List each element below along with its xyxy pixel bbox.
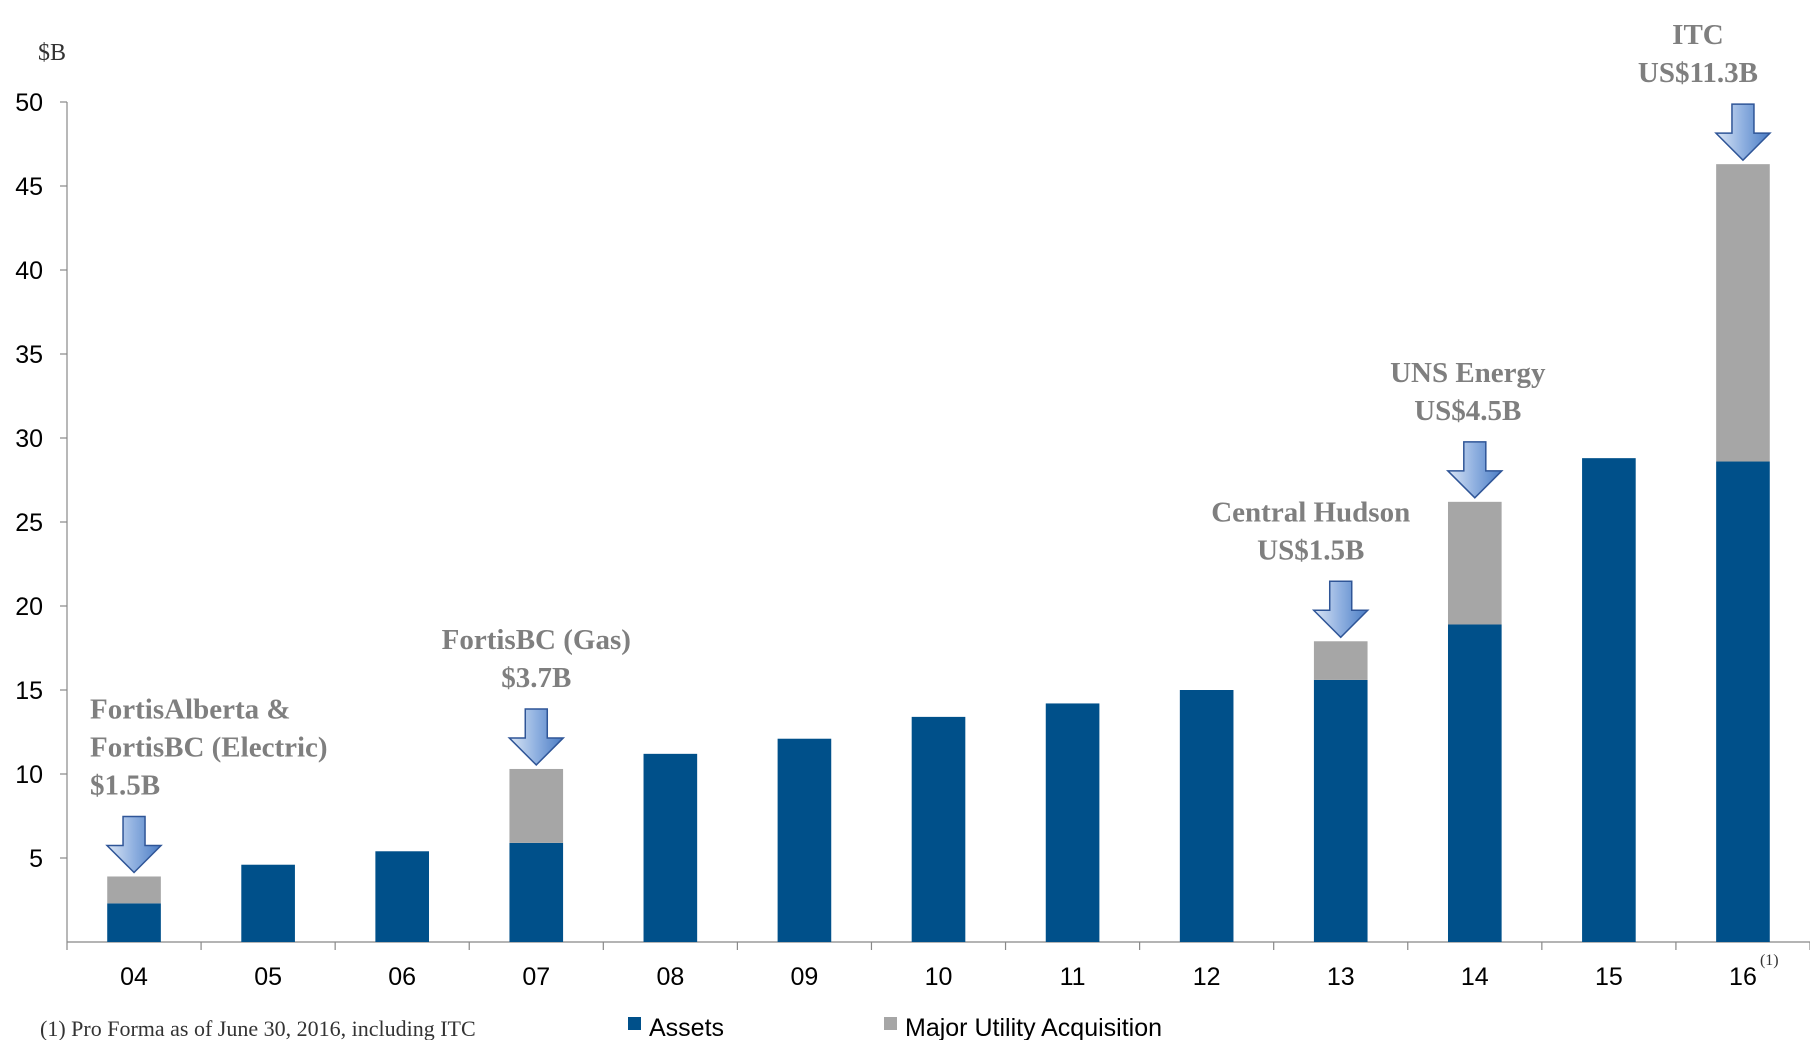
legend-label: Major Utility Acquisition xyxy=(905,1014,1162,1040)
annotation-text: FortisBC (Electric) xyxy=(90,731,328,763)
legend-swatch xyxy=(628,1017,641,1030)
bar-segment xyxy=(509,768,564,843)
footnote: (1) Pro Forma as of June 30, 2016, inclu… xyxy=(40,1016,476,1040)
annotation-text: $1.5B xyxy=(90,769,160,801)
y-tick-label: 35 xyxy=(15,341,43,369)
y-tick-label: 25 xyxy=(15,509,43,537)
x-tick-label: 04 xyxy=(120,963,148,991)
bar-segment xyxy=(1045,703,1100,942)
bar-segment xyxy=(1716,461,1770,942)
annotation-arrow xyxy=(507,708,566,767)
y-tick-label: 50 xyxy=(15,89,43,117)
x-tick-label: 14 xyxy=(1461,963,1489,991)
bar-segment xyxy=(375,851,430,942)
bar-segment xyxy=(1582,458,1636,942)
y-tick-label: 45 xyxy=(15,173,43,201)
x-tick-label: 15 xyxy=(1595,963,1623,991)
bar-segment xyxy=(777,738,832,942)
annotation-arrow xyxy=(1445,441,1504,499)
legend-label: Assets xyxy=(649,1014,724,1040)
bar-segment xyxy=(911,716,966,942)
bar-segment xyxy=(643,753,698,942)
bar-segment xyxy=(107,903,161,942)
legend-swatch xyxy=(884,1017,897,1030)
x-tick-label: 16 xyxy=(1729,963,1757,991)
annotation-text: US$4.5B xyxy=(1414,395,1521,427)
x-tick-label: 12 xyxy=(1193,963,1221,991)
y-tick-label: 5 xyxy=(29,845,43,873)
y-tick-label: 20 xyxy=(15,593,43,621)
y-unit-label: $B xyxy=(38,40,66,66)
annotation-text: Central Hudson xyxy=(1211,496,1410,528)
bar-segment xyxy=(1447,501,1502,625)
y-tick-label: 30 xyxy=(15,425,43,453)
bar-segment xyxy=(1179,690,1234,942)
x-tick-label: 06 xyxy=(388,963,416,991)
y-tick-label: 15 xyxy=(15,677,43,705)
annotation-text: FortisAlberta & xyxy=(90,693,291,725)
annotation-text: US$1.5B xyxy=(1257,534,1364,566)
annotation-text: ITC xyxy=(1672,19,1724,51)
annotation-arrow xyxy=(1311,580,1370,639)
x-tick-label: 11 xyxy=(1060,963,1086,991)
bar-segment xyxy=(1716,164,1770,462)
annotation-text: UNS Energy xyxy=(1390,357,1546,389)
x-tick-label: 10 xyxy=(925,963,953,991)
x-tick-label: 09 xyxy=(791,963,819,991)
y-tick-label: 10 xyxy=(15,761,43,789)
annotation-text: US$11.3B xyxy=(1638,57,1758,89)
bar-segment xyxy=(107,876,161,904)
bar-segment xyxy=(241,864,295,942)
annotation-text: $3.7B xyxy=(501,662,571,694)
x-tick-label: 13 xyxy=(1327,963,1355,991)
y-tick-label: 40 xyxy=(15,257,43,285)
bar-segment xyxy=(1447,624,1502,942)
bar-segment xyxy=(1313,679,1368,942)
annotation-text: FortisBC (Gas) xyxy=(442,624,631,656)
annotation-arrow xyxy=(105,815,163,874)
annotation-arrow xyxy=(1714,103,1772,162)
x-tick-label: 05 xyxy=(254,963,282,991)
x-tick-label: 08 xyxy=(656,963,684,991)
x-tick-label: 07 xyxy=(522,963,550,991)
bar-segment xyxy=(1313,641,1368,680)
category-note-marker: (1) xyxy=(1760,952,1779,969)
bar-segment xyxy=(509,842,564,942)
